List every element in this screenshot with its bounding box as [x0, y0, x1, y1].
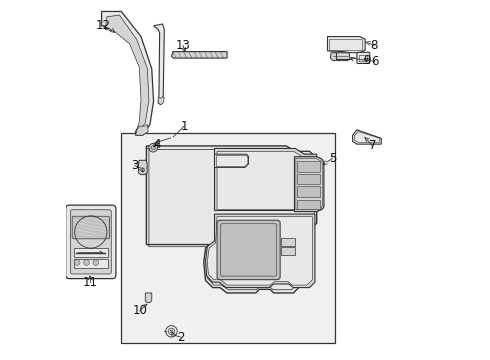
- Polygon shape: [330, 53, 350, 60]
- Polygon shape: [136, 125, 148, 135]
- Bar: [122, 134, 335, 343]
- Text: 6: 6: [371, 55, 379, 68]
- Circle shape: [151, 145, 155, 150]
- Bar: [74, 248, 108, 257]
- Bar: [329, 40, 362, 50]
- FancyBboxPatch shape: [72, 216, 109, 239]
- Circle shape: [168, 328, 175, 334]
- Bar: [359, 55, 368, 61]
- Polygon shape: [146, 293, 152, 303]
- Text: 10: 10: [132, 305, 147, 318]
- Polygon shape: [153, 24, 164, 105]
- Text: 5: 5: [329, 152, 336, 165]
- Text: 13: 13: [175, 39, 191, 52]
- Circle shape: [93, 260, 98, 265]
- Bar: [281, 238, 295, 246]
- Circle shape: [149, 143, 157, 152]
- Polygon shape: [158, 97, 164, 105]
- Polygon shape: [139, 160, 147, 175]
- Circle shape: [166, 325, 177, 337]
- FancyBboxPatch shape: [66, 205, 116, 279]
- Circle shape: [84, 260, 89, 265]
- Text: 9: 9: [363, 54, 370, 67]
- Polygon shape: [215, 154, 248, 167]
- Polygon shape: [101, 12, 153, 135]
- Text: 11: 11: [83, 276, 98, 289]
- FancyBboxPatch shape: [217, 220, 280, 280]
- Circle shape: [170, 330, 173, 333]
- Polygon shape: [105, 15, 149, 131]
- Polygon shape: [353, 130, 381, 144]
- Polygon shape: [216, 156, 248, 166]
- Bar: [297, 186, 320, 197]
- FancyBboxPatch shape: [357, 52, 370, 63]
- Polygon shape: [294, 157, 324, 212]
- Text: 1: 1: [180, 120, 188, 133]
- Polygon shape: [205, 214, 315, 288]
- Polygon shape: [207, 217, 313, 285]
- Circle shape: [74, 260, 80, 265]
- Polygon shape: [147, 146, 317, 293]
- Polygon shape: [217, 151, 314, 210]
- Bar: [297, 161, 320, 172]
- Text: 12: 12: [96, 19, 111, 32]
- Text: 2: 2: [177, 330, 184, 343]
- Polygon shape: [327, 37, 365, 53]
- Bar: [297, 200, 320, 209]
- Text: 3: 3: [131, 159, 139, 172]
- Bar: [297, 174, 320, 184]
- Polygon shape: [215, 148, 317, 211]
- Bar: [74, 259, 108, 268]
- Bar: [281, 247, 295, 255]
- Text: 4: 4: [154, 138, 161, 150]
- Polygon shape: [172, 51, 227, 58]
- Text: 8: 8: [370, 39, 378, 52]
- Text: 7: 7: [368, 139, 376, 152]
- FancyBboxPatch shape: [71, 210, 111, 274]
